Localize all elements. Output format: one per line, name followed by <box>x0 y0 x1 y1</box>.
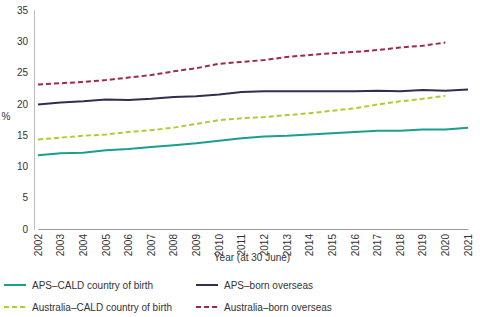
y-axis-title: % <box>2 111 11 122</box>
x-tick: 2002 <box>33 229 44 256</box>
x-tick: 2005 <box>101 229 112 256</box>
legend-item: Australia–born overseas <box>196 302 332 313</box>
y-tick: 5 <box>22 192 34 203</box>
legend: APS–CALD country of birth APS–born overse… <box>4 280 332 313</box>
y-axis-line <box>34 11 35 230</box>
x-tick-label: 2002 <box>33 234 44 257</box>
x-tick: 2021 <box>463 229 474 256</box>
series-line <box>38 96 445 140</box>
x-tick: 2019 <box>417 229 428 256</box>
legend-label: APS–CALD country of birth <box>32 280 153 291</box>
y-tick-label: 25 <box>17 67 29 78</box>
y-axis: 0 5 10 15 20 25 30 35 <box>17 5 35 235</box>
x-axis-line <box>39 229 469 230</box>
y-tick-label: 10 <box>17 161 29 172</box>
x-tick-label: 2003 <box>55 234 66 257</box>
x-tick: 2014 <box>304 229 315 256</box>
x-tick-label: 2004 <box>78 234 89 257</box>
legend-swatch <box>4 306 26 308</box>
x-tick: 2009 <box>191 229 202 256</box>
y-tick-label: 35 <box>17 5 29 16</box>
x-tick-label: 2008 <box>168 234 179 257</box>
legend-swatch <box>196 306 218 308</box>
series-line <box>38 128 468 156</box>
x-tick: 2016 <box>350 229 361 256</box>
y-tick-label: 5 <box>22 192 28 203</box>
y-tick: 35 <box>17 5 34 16</box>
x-tick-label: 2021 <box>463 234 474 257</box>
y-tick-label: 0 <box>22 224 28 235</box>
legend-label: APS–born overseas <box>224 280 313 291</box>
x-tick-label: 2009 <box>191 234 202 257</box>
x-tick-label: 2005 <box>101 234 112 257</box>
x-tick: 2018 <box>395 229 406 256</box>
legend-item: APS–CALD country of birth <box>4 280 153 291</box>
y-tick: 15 <box>17 130 34 141</box>
x-tick: 2015 <box>327 229 338 256</box>
x-axis-title: Year (at 30 June) <box>214 252 290 263</box>
legend-label: Australia–CALD country of birth <box>32 302 172 313</box>
chart: 0 5 10 15 20 25 30 35 2002 2003 2004 2005 2006 2007 20… <box>0 0 480 317</box>
x-tick: 2008 <box>168 229 179 256</box>
x-tick-label: 2016 <box>350 234 361 257</box>
x-tick-label: 2020 <box>440 234 451 257</box>
x-tick-label: 2006 <box>123 234 134 257</box>
x-tick-label: 2007 <box>146 234 157 257</box>
series-line <box>38 89 468 104</box>
y-tick: 30 <box>17 36 34 47</box>
legend-label: Australia–born overseas <box>224 302 332 313</box>
y-tick: 10 <box>17 161 34 172</box>
lines <box>38 43 468 156</box>
x-tick: 2017 <box>372 229 383 256</box>
x-tick-label: 2015 <box>327 234 338 257</box>
x-tick: 2003 <box>55 229 66 256</box>
y-tick-label: 15 <box>17 130 29 141</box>
plot: 0 5 10 15 20 25 30 35 2002 2003 2004 2005 2006 2007 20… <box>17 5 474 263</box>
y-tick: 0 <box>22 224 34 235</box>
x-tick-label: 2019 <box>417 234 428 257</box>
x-tick: 2007 <box>146 229 157 256</box>
legend-swatch <box>4 284 26 286</box>
y-tick: 20 <box>17 99 34 110</box>
series-line <box>38 43 445 85</box>
legend-item: APS–born overseas <box>196 280 313 291</box>
legend-swatch <box>196 284 218 286</box>
x-tick: 2006 <box>123 229 134 256</box>
x-tick: 2020 <box>440 229 451 256</box>
x-tick-label: 2014 <box>304 234 315 257</box>
y-tick: 25 <box>17 67 34 78</box>
y-tick-label: 20 <box>17 99 29 110</box>
x-tick-label: 2017 <box>372 234 383 257</box>
x-tick: 2004 <box>78 229 89 256</box>
legend-item: Australia–CALD country of birth <box>4 302 172 313</box>
y-tick-label: 30 <box>17 36 29 47</box>
x-tick-label: 2018 <box>395 234 406 257</box>
